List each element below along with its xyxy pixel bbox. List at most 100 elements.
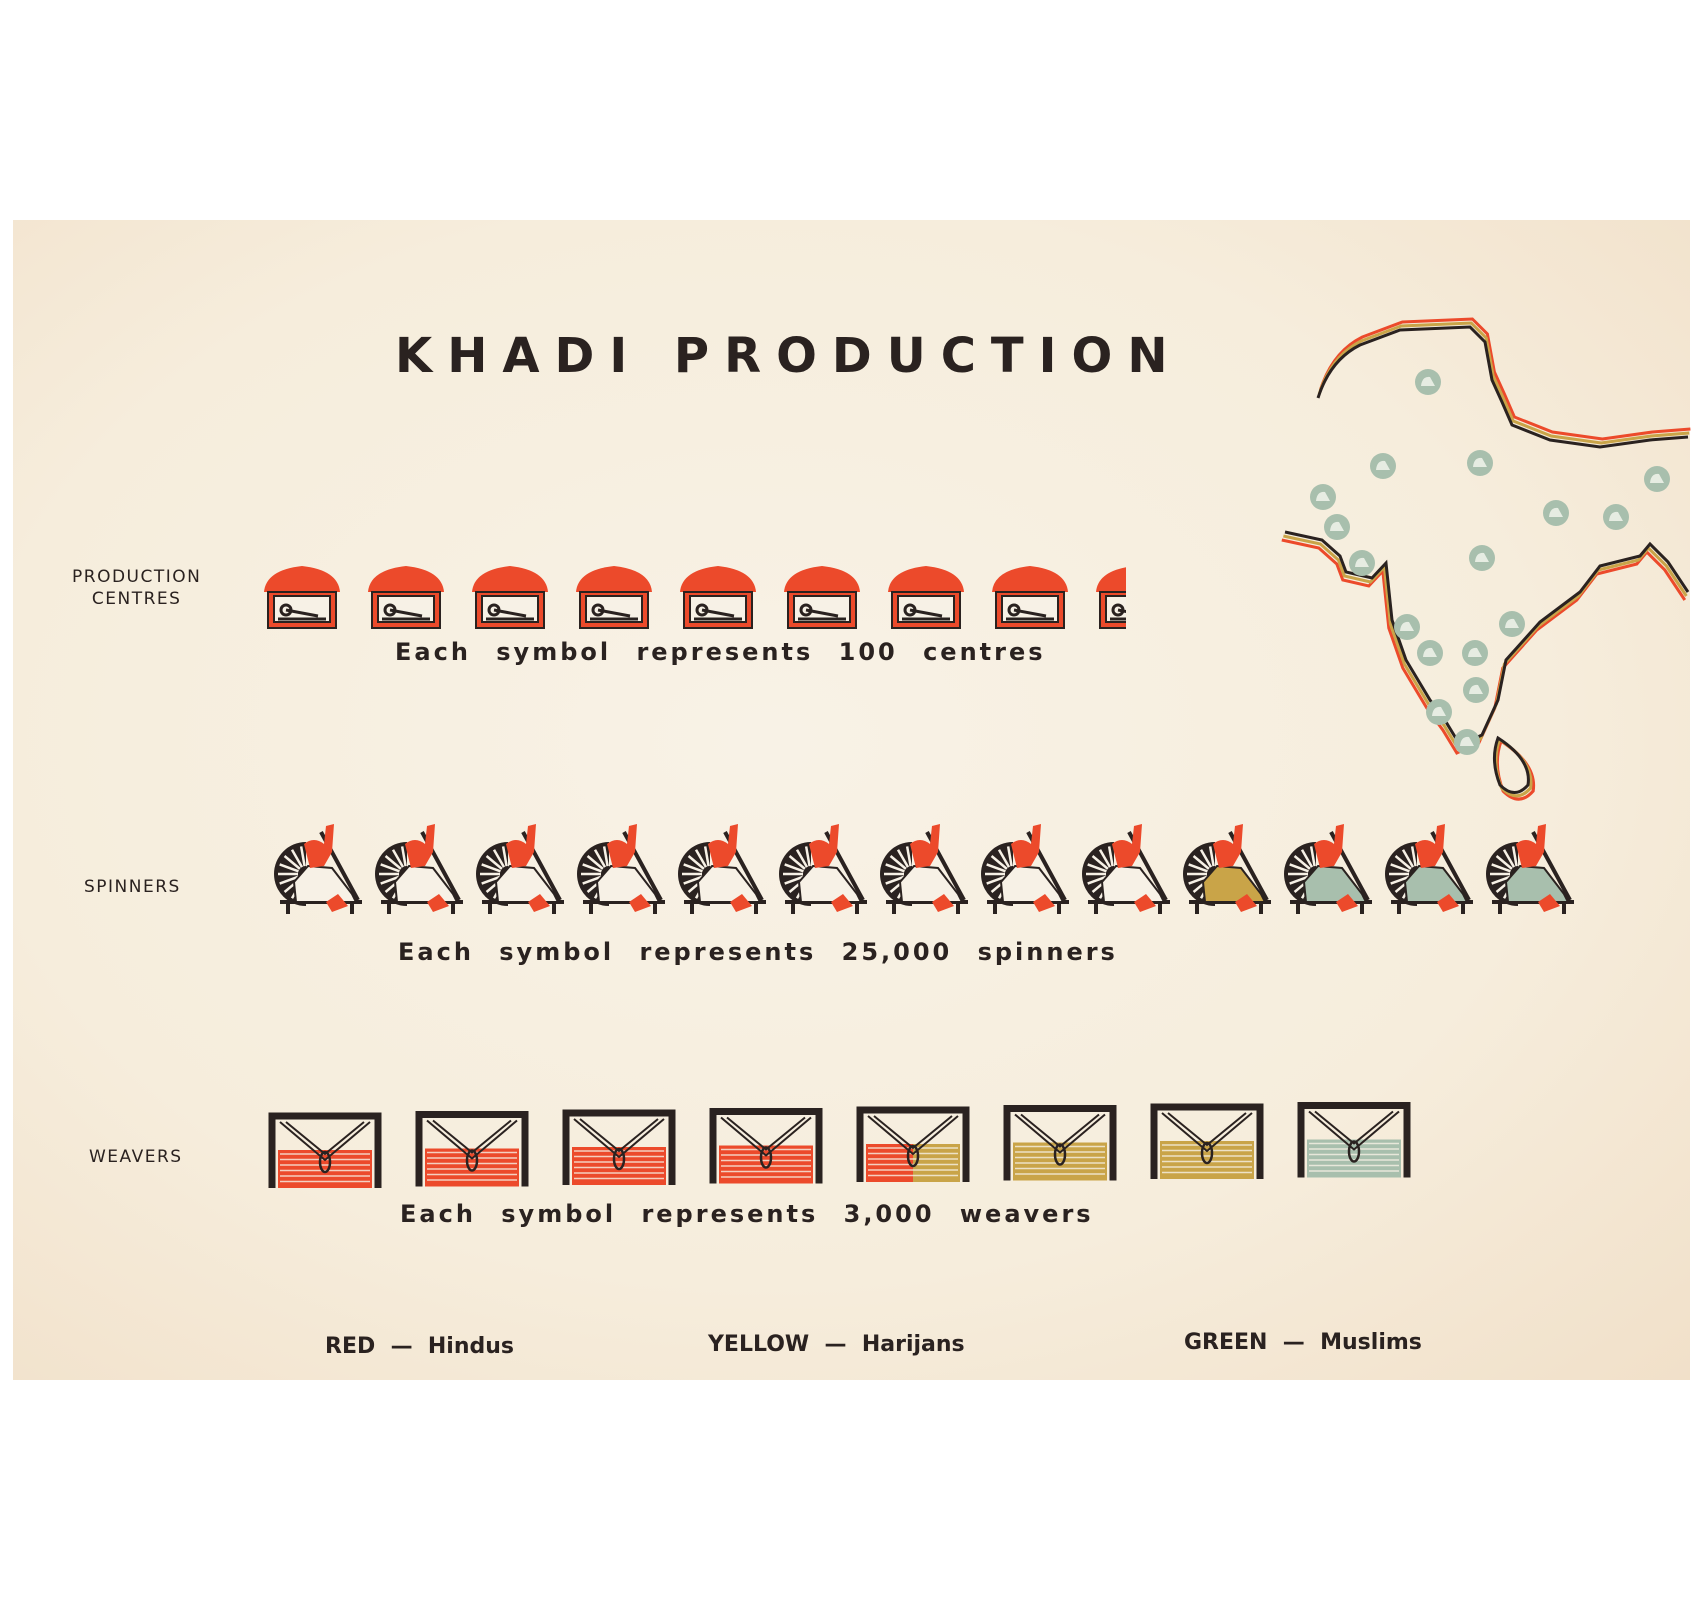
india-map-inset (1281, 317, 1691, 801)
spinner-symbol (375, 824, 463, 914)
legend-dash: — (1282, 1330, 1305, 1355)
row-label-production-centres: PRODUCTION CENTRES (72, 566, 201, 610)
spinner-body (292, 864, 358, 903)
shuttle-loop (1200, 1141, 1214, 1165)
spinner-body (797, 864, 863, 903)
legend-color-word: RED (325, 1334, 376, 1359)
production-centre-symbol (472, 566, 548, 629)
spinner-symbol (1385, 824, 1473, 914)
production-centre-symbol (576, 566, 652, 629)
production-centre-symbol (992, 566, 1068, 629)
weaver-loom-symbol (562, 1109, 676, 1185)
hut-roof (576, 566, 652, 592)
spinner-body (1100, 864, 1166, 903)
hut-roof (472, 566, 548, 592)
legend-dash: — (824, 1332, 847, 1357)
caption-spinners: Each symbol represents 25,000 spinners (398, 938, 1118, 966)
spinner-body (393, 864, 459, 903)
weaver-loom-symbol (709, 1108, 823, 1184)
cloth-segment (1013, 1142, 1107, 1181)
spinner-symbol (1082, 824, 1170, 914)
spinner-body (1302, 864, 1368, 903)
production-centre-symbol (888, 566, 964, 629)
spinner-symbol (779, 824, 867, 914)
spinner-symbol (1183, 824, 1271, 914)
weaver-loom-symbol (415, 1111, 529, 1187)
spinner-figure (1516, 824, 1546, 868)
row-label-line: PRODUCTION (72, 567, 202, 587)
loom-frame (268, 1112, 382, 1188)
spinner-body (1201, 864, 1267, 903)
cloth-segment (278, 1150, 372, 1188)
caption-weavers: Each symbol represents 3,000 weavers (400, 1200, 1094, 1228)
legend-group: Harijans (861, 1332, 965, 1357)
shuttle-loop (1347, 1140, 1361, 1163)
production-centre-symbol (368, 566, 444, 629)
chart-title: KHADI PRODUCTION (395, 328, 1183, 384)
loom-frame (415, 1111, 529, 1187)
spinner-figure (1011, 824, 1041, 868)
weaver-loom-symbol (1297, 1102, 1411, 1178)
ceylon-outline (1493, 735, 1530, 794)
cloth-segment (1160, 1141, 1254, 1179)
spinner-symbol (880, 824, 968, 914)
spinner-symbol (1486, 824, 1574, 914)
legend-item-harijans: YELLOW — Harijans (708, 1332, 965, 1357)
weaver-loom-symbol (1150, 1103, 1264, 1179)
spinner-symbol (1284, 824, 1372, 914)
cloth-segment (572, 1147, 666, 1185)
spinner-body (898, 864, 964, 903)
hut-roof (888, 566, 964, 592)
legend-group: Hindus (427, 1334, 515, 1359)
spinner-figure (1213, 824, 1243, 868)
production-centre-symbol (784, 566, 860, 629)
production-centre-symbol (680, 566, 756, 629)
legend-color-word: GREEN (1184, 1330, 1268, 1355)
cloth-segment (425, 1148, 519, 1187)
spinner-symbol (981, 824, 1069, 914)
legend-item-hindus: RED — Hindus (325, 1334, 514, 1359)
loom-frame (856, 1106, 970, 1182)
spinner-symbol (577, 824, 665, 914)
spinner-figure (1314, 824, 1344, 868)
legend-item-muslims: GREEN — Muslims (1184, 1330, 1422, 1355)
hut-roof (992, 566, 1068, 592)
loom-frame (1150, 1103, 1264, 1179)
hut-roof (680, 566, 756, 592)
shuttle-loop (759, 1146, 773, 1169)
shuttle-loop (612, 1147, 626, 1171)
spinner-figure (405, 824, 435, 868)
weaver-loom-symbol (856, 1106, 970, 1182)
row-label-weavers: WEAVERS (89, 1147, 183, 1167)
spinner-figure (1112, 824, 1142, 868)
spinner-symbol (678, 824, 766, 914)
loom-frame (1003, 1105, 1117, 1181)
production-centre-symbol (1096, 567, 1126, 629)
weaver-loom-symbol (268, 1112, 382, 1188)
shuttle-loop (465, 1149, 479, 1172)
caption-centres: Each symbol represents 100 centres (395, 638, 1046, 666)
shuttle-loop (1053, 1143, 1067, 1166)
india-border-line (1281, 538, 1687, 755)
shuttle-loop (318, 1150, 332, 1174)
spinner-symbol (476, 824, 564, 914)
weaver-loom-symbol (1003, 1105, 1117, 1181)
spinner-body (999, 864, 1065, 903)
production-centre-symbol (264, 566, 340, 629)
spinner-figure (910, 824, 940, 868)
legend-group: Muslims (1320, 1330, 1422, 1355)
legend-dash: — (390, 1334, 413, 1359)
spinner-figure (809, 824, 839, 868)
row-label-line: CENTRES (91, 589, 182, 609)
legend-color-word: YELLOW (708, 1332, 810, 1357)
hut-roof (1096, 567, 1126, 592)
hut-roof (264, 566, 340, 592)
spinner-body (595, 864, 661, 903)
spinner-figure (1415, 824, 1445, 868)
spinner-figure (304, 824, 334, 868)
spinner-symbol (274, 824, 362, 914)
shuttle-loop (906, 1144, 920, 1168)
spinner-figure (506, 824, 536, 868)
cloth-segment (913, 1144, 960, 1182)
